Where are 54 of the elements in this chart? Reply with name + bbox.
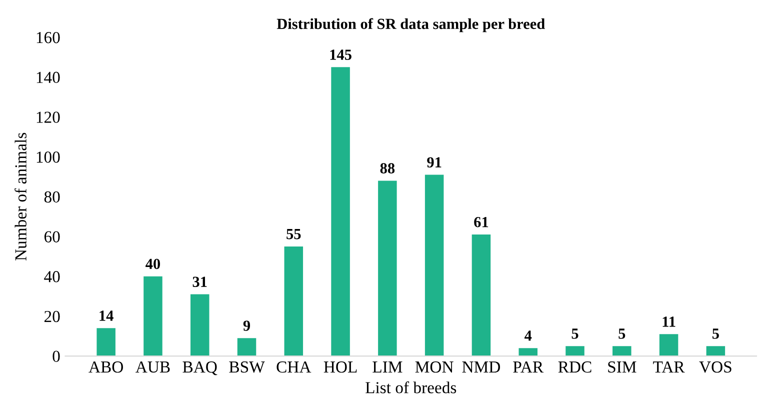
x-tick-label: ABO [88, 361, 123, 373]
bar [566, 346, 584, 356]
bar [237, 338, 256, 356]
x-tick-label: BAQ [182, 361, 218, 376]
bar [331, 67, 350, 356]
data-label: 88 [380, 163, 395, 174]
chart-title: Distribution of SR data sample per breed [276, 18, 545, 32]
y-tick-label: 40 [44, 271, 60, 282]
y-tick-label: 160 [36, 32, 60, 44]
y-tick-label: 120 [36, 112, 60, 123]
data-label: 55 [286, 229, 301, 240]
y-tick-label: 80 [44, 191, 60, 203]
y-tick-label: 0 [52, 350, 60, 362]
data-label: 40 [146, 258, 160, 270]
data-label: 11 [662, 316, 676, 327]
x-axis-title: List of breeds [366, 381, 456, 394]
x-tick-label: VOS [699, 361, 732, 373]
bar [659, 334, 678, 356]
x-tick-label: BSW [229, 361, 265, 373]
data-label: 9 [243, 320, 250, 331]
data-label: 61 [474, 216, 488, 228]
bar [378, 180, 397, 356]
x-tick-label: HOL [324, 361, 357, 373]
bar [706, 346, 726, 356]
y-axis-title: Number of animals [14, 132, 26, 261]
data-label: 5 [618, 328, 626, 339]
bar [518, 348, 538, 356]
bar [284, 246, 304, 356]
x-tick-label: CHA [276, 361, 312, 373]
bar [96, 328, 116, 356]
data-label: 5 [572, 328, 578, 339]
x-tick-label: RDC [558, 361, 592, 373]
y-tick-label: 100 [36, 152, 60, 163]
y-tick-label: 20 [44, 310, 60, 322]
x-tick-label: NMD [462, 362, 500, 372]
bar [612, 346, 632, 356]
x-tick-label: AUB [136, 361, 170, 373]
data-label: 91 [427, 157, 442, 168]
data-label: 31 [192, 276, 207, 288]
y-tick-label: 60 [44, 231, 60, 242]
bar [144, 276, 162, 356]
x-tick-label: SIM [608, 361, 636, 373]
bar [190, 294, 210, 356]
data-label: 14 [100, 310, 114, 321]
x-tick-label: PAR [513, 361, 544, 372]
data-label: 4 [524, 330, 532, 341]
bar [424, 174, 444, 356]
bar [472, 234, 491, 356]
x-tick-label: LIM [372, 362, 402, 372]
x-tick-label: MON [415, 361, 454, 373]
y-tick-label: 140 [36, 72, 60, 84]
data-label: 145 [330, 50, 352, 60]
x-tick-label: TAR [653, 361, 685, 372]
data-label: 5 [712, 328, 719, 339]
